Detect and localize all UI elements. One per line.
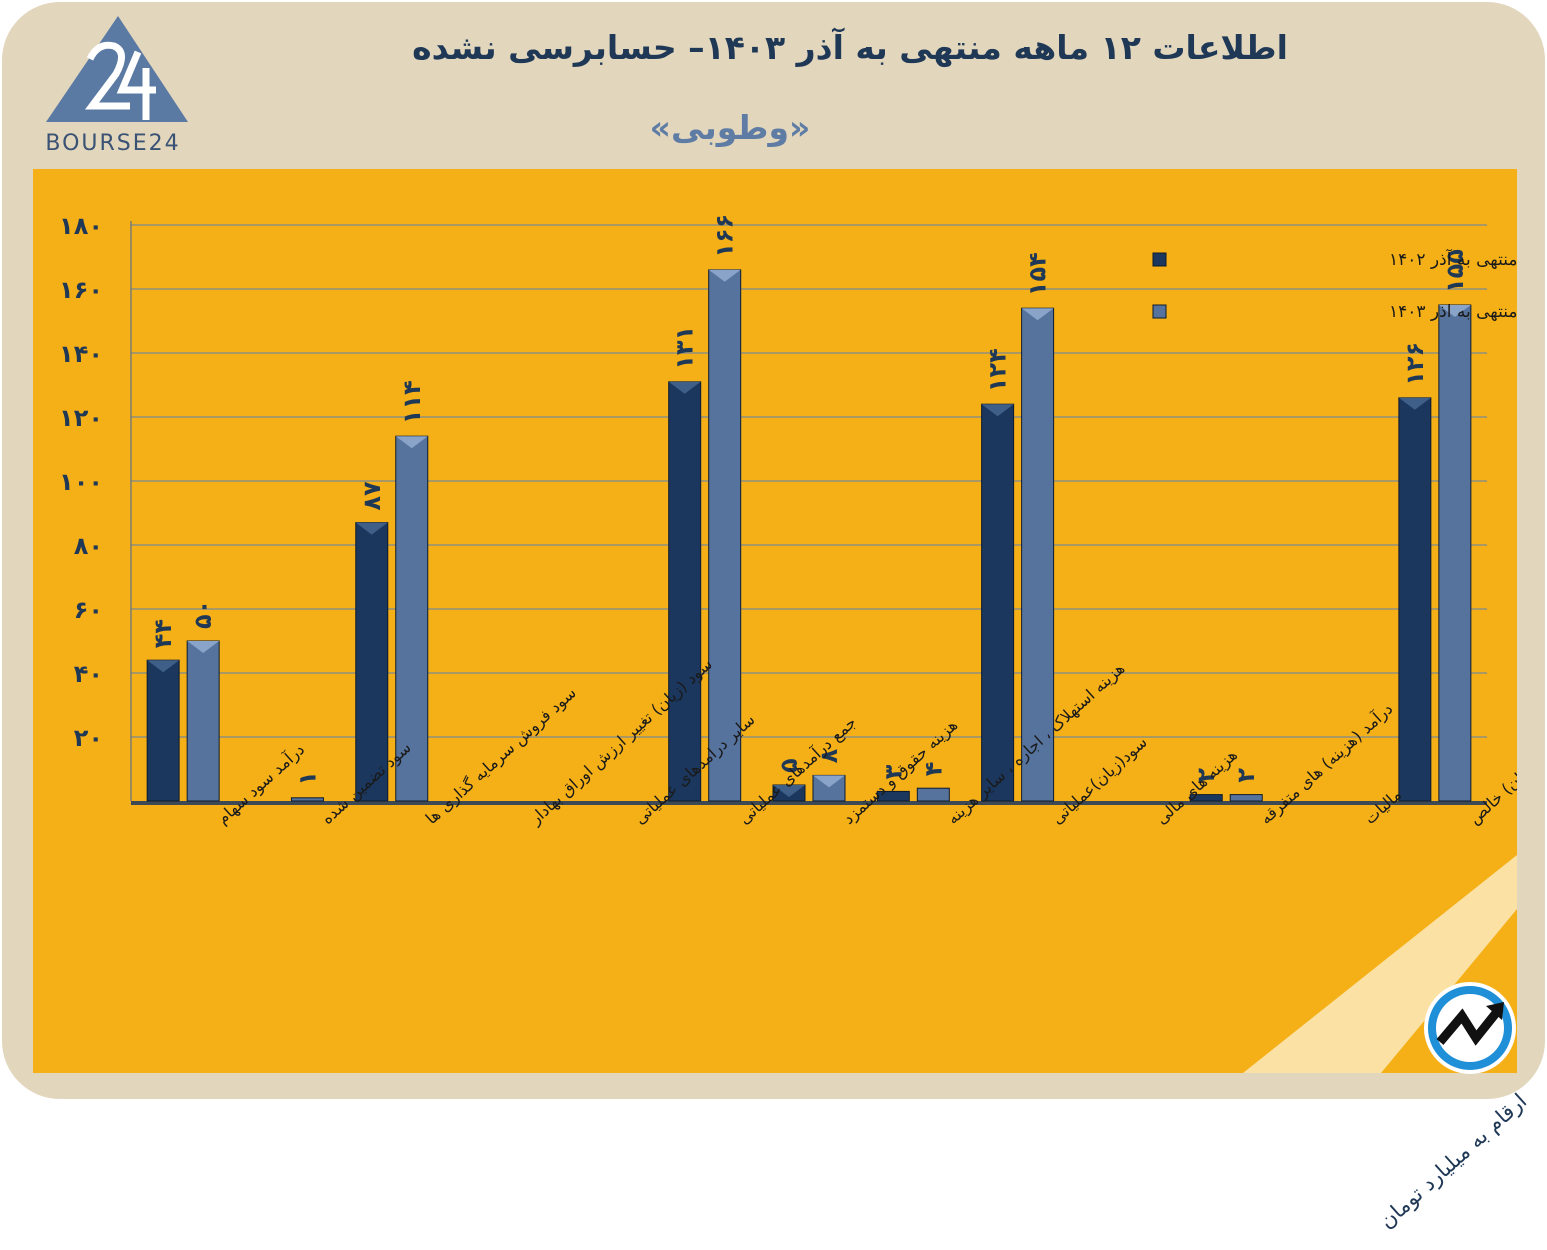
y-tick-label: ۶۰: [74, 596, 103, 624]
bar: [1398, 397, 1432, 802]
y-tick-label: ۲۰: [74, 724, 103, 752]
bar-cap: [668, 381, 701, 394]
bar-cap: [708, 269, 741, 282]
bar-cap: [813, 775, 845, 788]
data-label: ۸: [815, 748, 843, 763]
category-label: هزینه های مالی: [1152, 745, 1242, 829]
y-tick-label: ۱۲۰: [59, 404, 103, 432]
chart-subtitle: «وطوبی»: [649, 108, 811, 147]
chart-title: اطلاعات ۱۲ ماهه منتهی به آذر ۱۴۰۳– حسابر…: [412, 28, 1288, 67]
data-label: ۱۳۱: [671, 326, 699, 370]
bar: [876, 790, 910, 802]
data-label: ۱۶۶: [711, 214, 739, 258]
data-label: ۱۱۴: [398, 380, 426, 424]
data-label: ۱۵۵: [1441, 249, 1469, 293]
data-label: ۱۲۶: [1401, 342, 1429, 386]
legend-swatch: [1152, 304, 1167, 319]
bar: [146, 659, 180, 802]
bourse24-logo: [46, 16, 188, 122]
legend-label: عملکرد منتهی به آذر ۱۴۰۲: [1389, 248, 1517, 270]
x-axis-line: [131, 801, 1487, 805]
bar-cap: [773, 785, 805, 797]
bar-cap: [1021, 308, 1054, 321]
data-label: ۸۷: [358, 481, 386, 511]
data-label: ۱: [293, 771, 321, 786]
bar-cap: [355, 522, 388, 535]
y-tick-label: ۱۴۰: [59, 340, 103, 368]
bar-cap: [981, 404, 1014, 417]
corner-band: [1243, 855, 1517, 1073]
y-tick-label: ۱۸۰: [59, 212, 103, 240]
brand-badge-icon: [1424, 982, 1516, 1074]
bar: [981, 403, 1015, 802]
bar: [916, 787, 950, 802]
data-label: ۲: [1232, 768, 1260, 783]
legend-swatch: [1152, 252, 1167, 267]
bar: [186, 640, 220, 802]
bar-cap: [1398, 397, 1431, 410]
bar-cap: [187, 641, 220, 653]
bar: [668, 381, 702, 802]
legend-label: عملکرد منتهی به اذر ۱۴۰۳: [1389, 302, 1517, 322]
y-tick-label: ۱۰۰: [59, 468, 103, 496]
data-label: ۴۴: [149, 619, 177, 648]
category-label: سود(زیان)عملیاتی: [1048, 732, 1152, 828]
chart-panel: ۲۰ ۴۰ ۶۰ ۸۰ ۱۰۰ ۱۲۰ ۱۴۰ ۱۶۰ ۱۸۰ ۴۴ ۸۷ ۱۳۱ ۵ ۳ ۱۲۴ ۲ ۱۲۶…: [33, 169, 1531, 1233]
bar: [1229, 794, 1263, 802]
y-tick-label: ۴۰: [74, 660, 103, 688]
bar: [1438, 304, 1472, 802]
bar-cap: [147, 660, 180, 673]
data-label: ۳: [879, 764, 907, 779]
bar: [708, 269, 742, 802]
bar: [395, 435, 429, 802]
bar: [1021, 307, 1055, 802]
data-label: ۵: [775, 758, 803, 773]
data-label: ۲: [1192, 768, 1220, 783]
category-label: سود(زیان) خالص: [1465, 737, 1517, 828]
logo-text: BOURSE24: [45, 131, 181, 156]
data-label: ۴: [919, 762, 947, 777]
data-label: ۵۰: [189, 600, 217, 629]
bar: [290, 797, 324, 802]
bar: [1189, 794, 1223, 802]
bar-cap: [1438, 305, 1471, 317]
y-tick-label: ۱۶۰: [59, 276, 103, 304]
y-tick-label: ۸۰: [74, 532, 103, 560]
bar-cap: [395, 436, 428, 449]
data-label: ۱۵۴: [1024, 252, 1052, 296]
bar: [355, 522, 389, 802]
data-label: ۱۲۴: [984, 348, 1012, 392]
